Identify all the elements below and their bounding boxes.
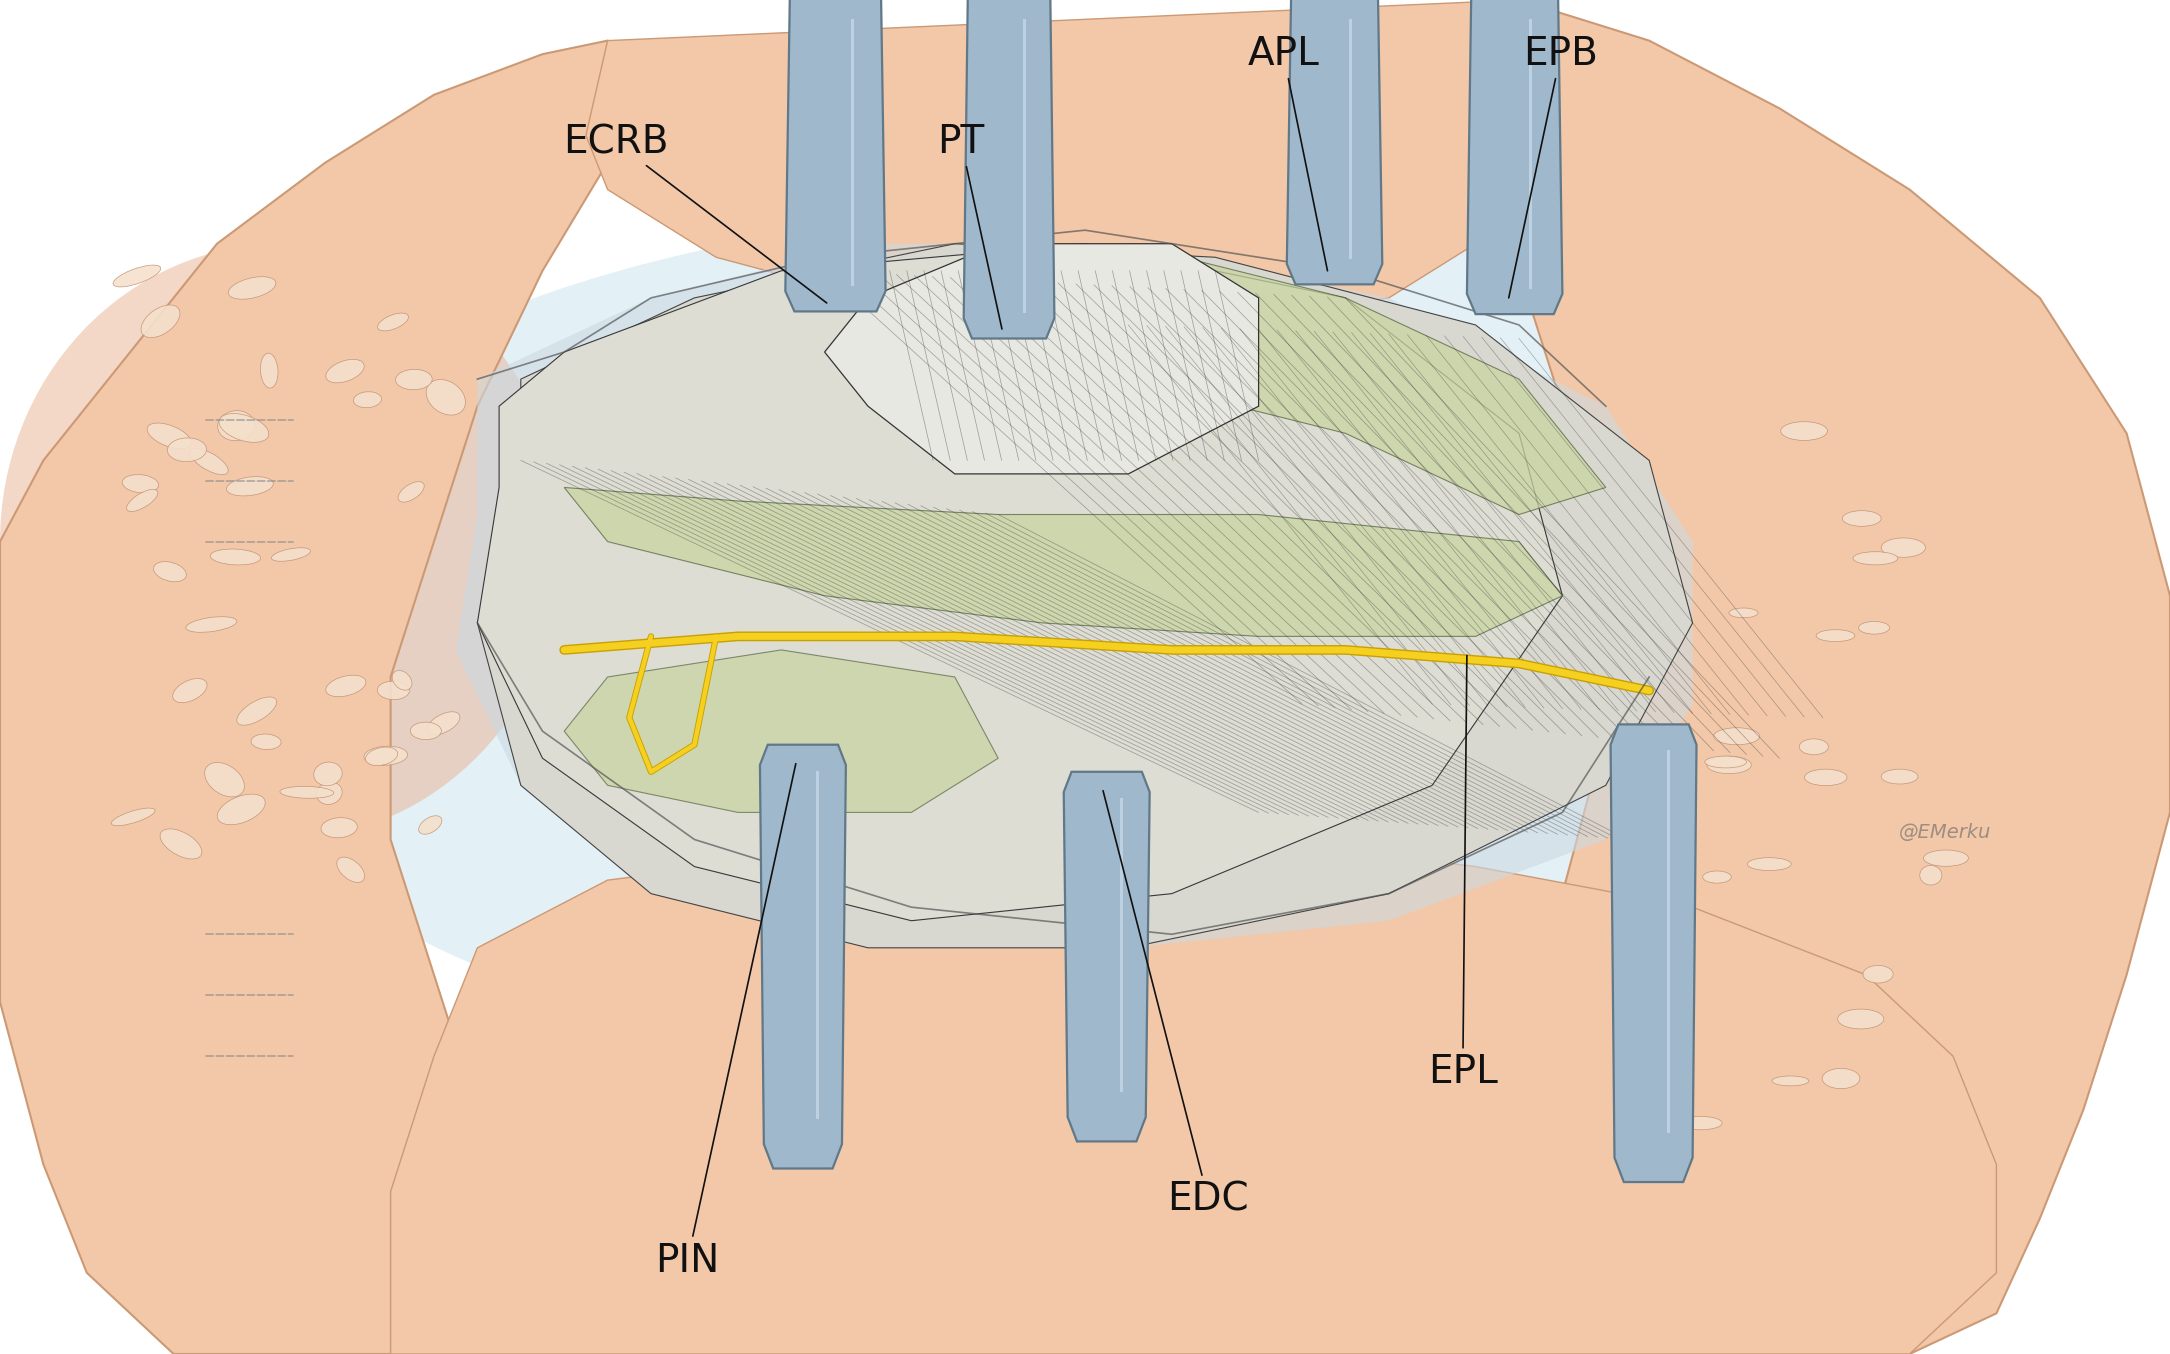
Ellipse shape [393,670,412,691]
Ellipse shape [1842,510,1881,527]
Ellipse shape [148,422,191,448]
Ellipse shape [228,276,276,299]
Polygon shape [963,0,1055,338]
Polygon shape [998,244,1606,515]
Ellipse shape [1706,756,1747,768]
Ellipse shape [427,712,460,735]
Ellipse shape [326,359,365,383]
Ellipse shape [1747,857,1790,871]
Ellipse shape [126,489,158,512]
Text: EPB: EPB [1508,35,1599,298]
Text: EDC: EDC [1102,791,1250,1219]
Ellipse shape [204,762,245,798]
Polygon shape [0,41,651,1354]
Ellipse shape [1773,1076,1810,1086]
Ellipse shape [378,313,408,330]
Ellipse shape [217,795,265,825]
Ellipse shape [187,616,237,632]
Ellipse shape [219,413,269,443]
Ellipse shape [113,265,161,287]
Ellipse shape [174,210,1996,1076]
Ellipse shape [1853,551,1899,565]
Ellipse shape [1799,739,1829,754]
Polygon shape [586,0,1519,325]
Text: APL: APL [1248,35,1328,271]
Ellipse shape [167,437,206,462]
Ellipse shape [189,448,228,475]
Ellipse shape [378,681,410,700]
Ellipse shape [1729,608,1758,617]
Text: PT: PT [937,123,1003,329]
Polygon shape [1467,0,1562,314]
Polygon shape [477,244,1562,921]
Ellipse shape [321,818,358,838]
Polygon shape [760,745,846,1169]
Ellipse shape [260,353,278,389]
Ellipse shape [210,548,260,565]
Ellipse shape [317,783,343,804]
Polygon shape [1287,0,1382,284]
Ellipse shape [336,857,365,883]
Polygon shape [1063,772,1150,1141]
Ellipse shape [410,722,441,739]
Ellipse shape [315,762,343,785]
Ellipse shape [1881,769,1918,784]
Polygon shape [564,650,998,812]
Ellipse shape [280,787,334,799]
Ellipse shape [1816,630,1855,642]
Ellipse shape [1923,850,1968,867]
Ellipse shape [1782,421,1827,440]
Ellipse shape [365,747,397,765]
Polygon shape [786,0,885,311]
Ellipse shape [1714,727,1760,745]
Ellipse shape [111,808,154,826]
Polygon shape [1610,724,1697,1182]
Polygon shape [564,487,1562,636]
Ellipse shape [154,562,187,582]
Ellipse shape [1823,1068,1860,1089]
Ellipse shape [1920,865,1942,886]
Ellipse shape [1708,756,1751,773]
Ellipse shape [326,676,367,697]
Polygon shape [391,839,1996,1354]
Text: @EMerku: @EMerku [1899,823,1992,842]
Ellipse shape [425,379,464,416]
Ellipse shape [419,815,443,834]
Ellipse shape [174,678,206,703]
Ellipse shape [395,370,432,390]
Polygon shape [477,244,1693,948]
Ellipse shape [0,244,564,839]
Ellipse shape [122,475,158,493]
Text: ECRB: ECRB [562,123,827,303]
Ellipse shape [252,734,282,750]
Ellipse shape [1881,538,1925,558]
Polygon shape [456,244,1693,948]
Ellipse shape [365,746,408,765]
Ellipse shape [237,697,276,726]
Ellipse shape [1703,871,1732,883]
Ellipse shape [226,477,273,496]
Ellipse shape [354,391,382,408]
Ellipse shape [161,829,202,858]
Ellipse shape [1838,1009,1884,1029]
Ellipse shape [397,482,423,502]
Text: EPL: EPL [1428,655,1497,1091]
Ellipse shape [1858,621,1890,634]
Text: PIN: PIN [655,764,796,1280]
Ellipse shape [271,548,310,562]
Polygon shape [1519,0,2170,1354]
Ellipse shape [1864,965,1892,983]
Ellipse shape [1805,769,1847,785]
Ellipse shape [141,305,180,337]
Ellipse shape [1680,1117,1723,1129]
Ellipse shape [217,410,254,440]
Polygon shape [825,244,1259,474]
